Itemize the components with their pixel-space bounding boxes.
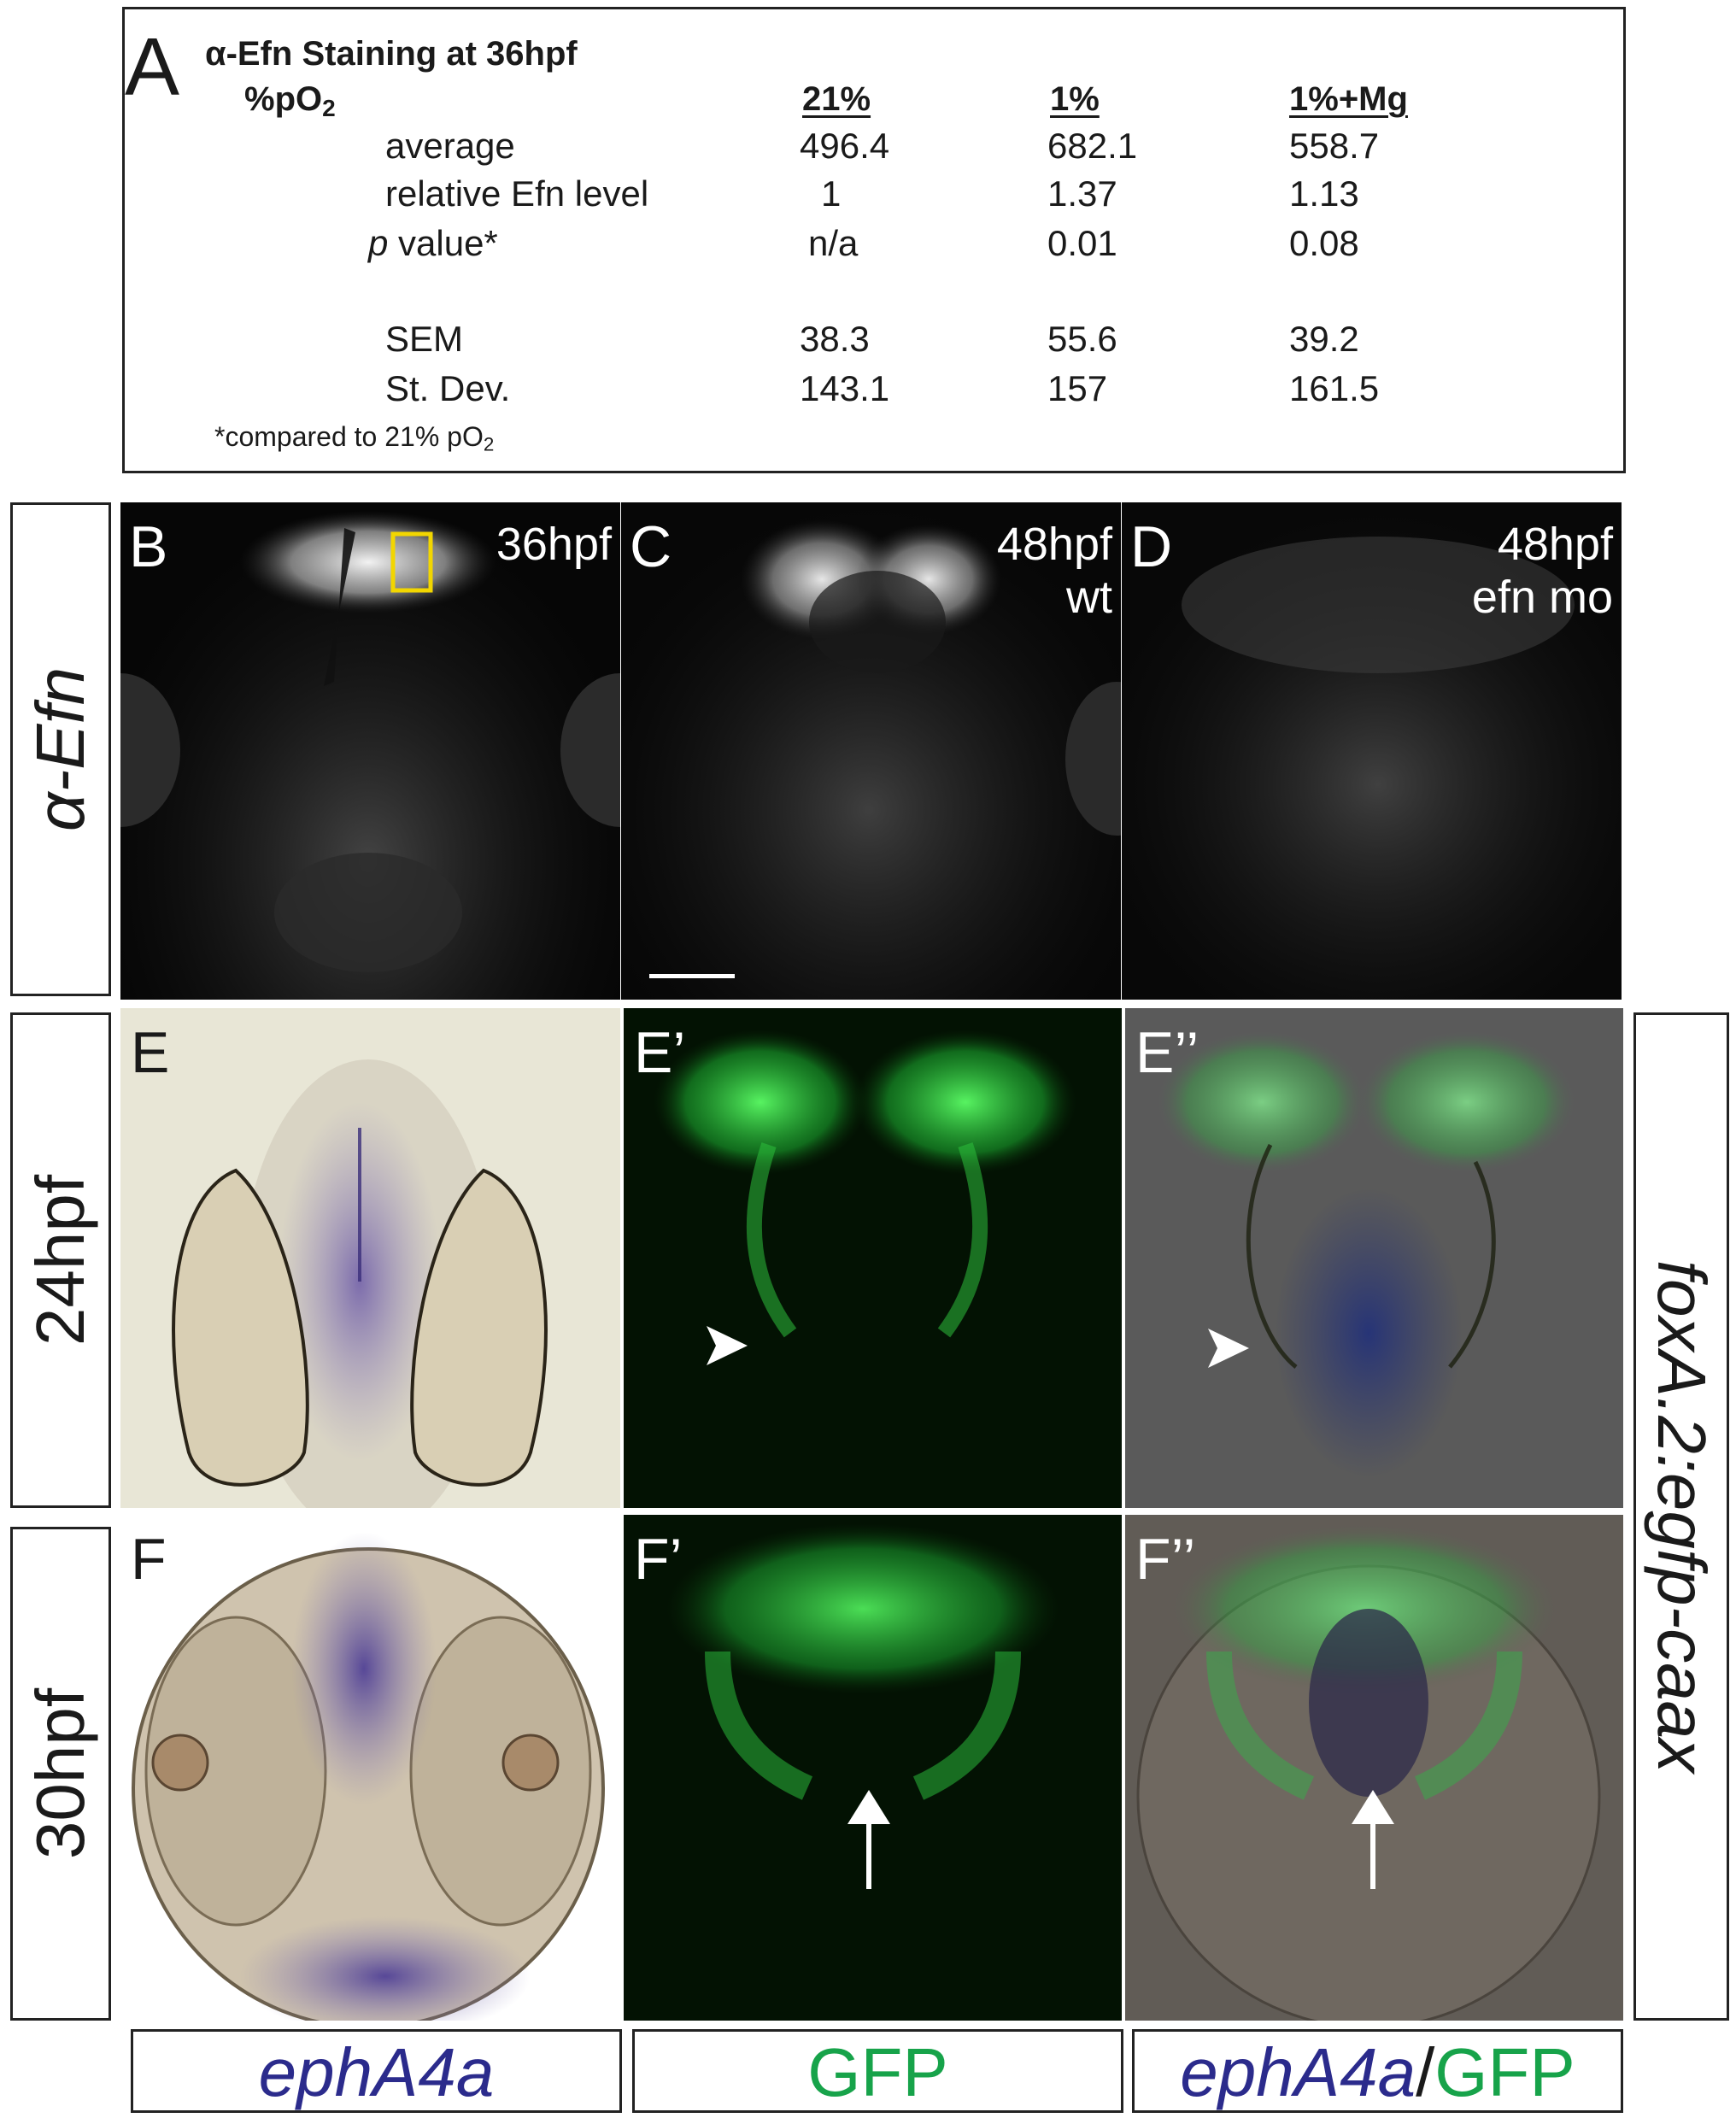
cell-average-1mg: 558.7 xyxy=(1289,126,1380,166)
row-label-stdev: St. Dev. xyxy=(385,368,511,408)
panel-c-image xyxy=(621,502,1121,1000)
cell-average-1: 682.1 xyxy=(1047,126,1138,166)
panel-letter-e-prime: E’ xyxy=(634,1020,686,1085)
panel-e-image xyxy=(120,1008,620,1508)
panel-letter-c: C xyxy=(630,514,672,579)
arrowhead-icon xyxy=(707,1326,748,1365)
row-label-p-value: p value* xyxy=(368,223,498,263)
cell-relative-1mg: 1.13 xyxy=(1289,173,1359,214)
cell-p-1: 0.01 xyxy=(1047,223,1117,263)
panel-f-image xyxy=(132,1532,605,2021)
bottom-label-epha4a: ephA4a xyxy=(131,2029,622,2113)
table-footnote: *compared to 21% pO2 xyxy=(214,421,495,455)
row-label-box-30hpf: 30hpf xyxy=(10,1527,111,2021)
panel-b-stage: 36hpf xyxy=(496,519,612,570)
bottom-label-merge: ephA4a/GFP xyxy=(1132,2029,1623,2113)
panel-d-condition: efn mo xyxy=(1471,572,1613,624)
panel-e-double-prime: E’’ xyxy=(1125,1008,1623,1508)
col-header-1: 1% xyxy=(1050,80,1100,118)
bottom-label-gfp: GFP xyxy=(632,2029,1123,2113)
row-label-sem: SEM xyxy=(385,319,464,359)
panel-letter-f-prime: F’ xyxy=(634,1527,683,1592)
row-header-po2: %pO2 xyxy=(244,80,336,121)
arrow-head-icon xyxy=(1352,1790,1394,1824)
row-label-alpha-efn: α-Efn xyxy=(22,666,98,832)
panel-e-double-prime-image xyxy=(1155,1030,1578,1478)
panel-c: C 48hpf wt xyxy=(621,502,1121,1000)
cell-stdev-1: 157 xyxy=(1047,368,1108,408)
panel-e-prime: E’ xyxy=(624,1008,1122,1508)
panel-f-prime: F’ xyxy=(624,1515,1122,2021)
panel-e: E xyxy=(120,1008,620,1508)
panel-letter-a: A xyxy=(125,21,180,113)
row-label-box-24hpf: 24hpf xyxy=(10,1012,111,1508)
panel-d-label: 48hpf efn mo xyxy=(1472,518,1613,624)
panel-letter-e-double-prime: E’’ xyxy=(1135,1020,1199,1085)
panel-c-condition: wt xyxy=(1066,572,1112,624)
cell-sem-1mg: 39.2 xyxy=(1289,319,1359,359)
cell-sem-21: 38.3 xyxy=(800,319,870,359)
cell-relative-1: 1.37 xyxy=(1047,173,1117,214)
cell-p-1mg: 0.08 xyxy=(1289,223,1359,263)
panel-f-double-prime-image xyxy=(1136,1523,1601,2021)
panel-f-prime-image xyxy=(666,1523,1059,1889)
cell-average-21: 496.4 xyxy=(800,126,890,166)
row-label-transgene: foxA.2:egfp-caax xyxy=(1644,1259,1720,1774)
row-label-average: average xyxy=(385,126,515,166)
panel-d-image xyxy=(1122,502,1622,1000)
panel-d-stage: 48hpf xyxy=(1497,519,1613,570)
panel-b: B 36hpf xyxy=(120,502,620,1000)
scale-bar xyxy=(649,974,735,978)
panel-f-double-prime: F’’ xyxy=(1125,1515,1623,2021)
cell-stdev-1mg: 161.5 xyxy=(1289,368,1380,408)
col-header-21: 21% xyxy=(802,80,871,118)
panel-c-label: 48hpf wt xyxy=(997,518,1112,624)
arrow-head-icon xyxy=(847,1790,890,1824)
panel-c-stage: 48hpf xyxy=(996,519,1112,570)
cell-relative-21: 1 xyxy=(821,173,842,214)
row-label-box-efn: α-Efn xyxy=(10,502,111,996)
row-label-box-transgene: foxA.2:egfp-caax xyxy=(1633,1012,1729,2021)
merge-label-epha4a: ephA4a xyxy=(1180,2034,1416,2110)
row-label-relative-efn: relative Efn level xyxy=(385,173,649,214)
cell-sem-1: 55.6 xyxy=(1047,319,1117,359)
quantification-table: A α-Efn Staining at 36hpf %pO2 21% 1% 1%… xyxy=(122,7,1626,473)
panel-f: F xyxy=(120,1515,620,2021)
merge-label-gfp: GFP xyxy=(1434,2034,1575,2110)
cell-p-21: n/a xyxy=(808,223,859,263)
panel-letter-f-double-prime: F’’ xyxy=(1135,1527,1196,1592)
panel-letter-d: D xyxy=(1130,514,1173,579)
panel-e-prime-image xyxy=(654,1030,1076,1365)
panel-b-image xyxy=(120,502,620,1000)
cell-stdev-21: 143.1 xyxy=(800,368,890,408)
table-title: α-Efn Staining at 36hpf xyxy=(205,35,578,73)
panel-letter-f: F xyxy=(131,1527,167,1592)
panel-letter-e: E xyxy=(131,1020,170,1085)
panel-d: D 48hpf efn mo xyxy=(1122,502,1622,1000)
highlight-box xyxy=(390,531,433,593)
col-header-1mg: 1%+Mg xyxy=(1289,80,1408,118)
merge-label-slash: / xyxy=(1416,2034,1435,2110)
row-label-24hpf: 24hpf xyxy=(22,1174,98,1346)
arrowhead-icon xyxy=(1208,1329,1249,1368)
row-label-30hpf: 30hpf xyxy=(22,1687,98,1860)
panel-letter-b: B xyxy=(129,514,168,579)
